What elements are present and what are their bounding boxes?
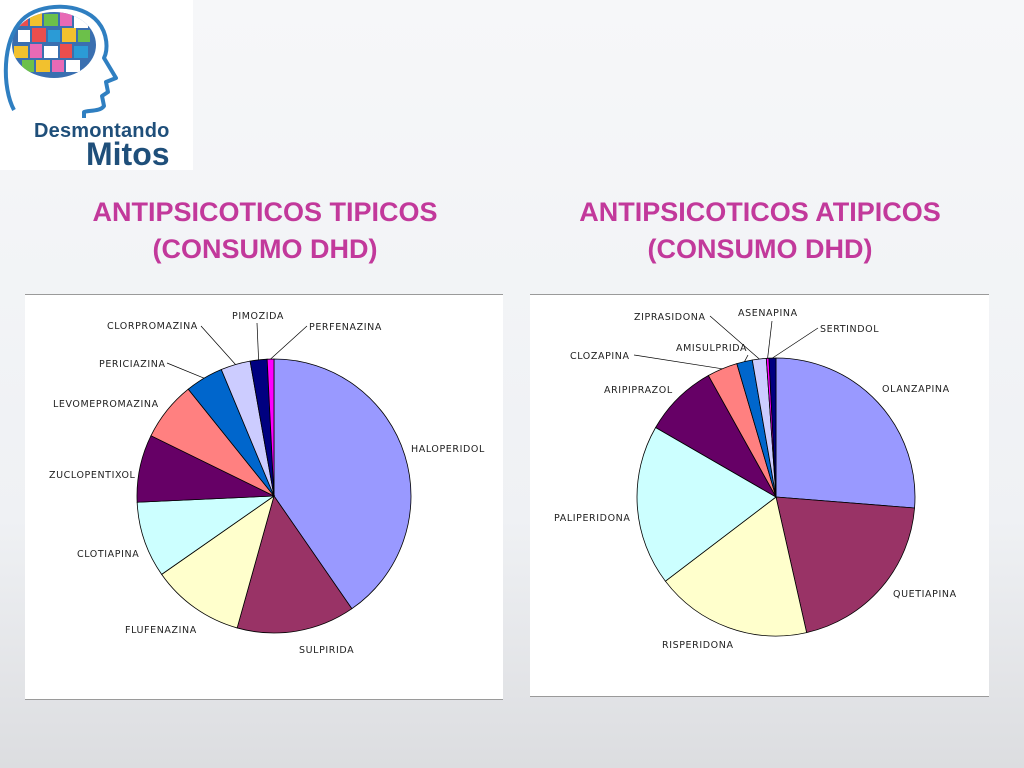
pie-label-olanzapina: OLANZAPINA [882,384,950,395]
logo-text-desmontando: Desmontando [34,120,170,142]
pie-chart-atipicos: OLANZAPINA QUETIAPINA RISPERIDONA PALIPERID… [530,294,989,697]
pie-label-pimozida: PIMOZIDA [232,311,284,322]
leader-line-asenapina [767,320,773,359]
leader-line-clozapina [633,354,723,370]
pie-label-levomepromazina: LEVOMEPROMAZINA [53,399,159,410]
chart-title-tipicos: ANTIPSICOTICOS TIPICOS (CONSUMO DHD) [40,194,490,268]
pie-svg-atipicos: OLANZAPINA QUETIAPINA RISPERIDONA PALIPERID… [554,308,957,651]
leader-line-perfenazina [270,325,308,360]
pie-label-sulpirida: SULPIRIDA [299,645,354,656]
logo-text-mitos: Mitos [86,136,170,172]
pie-slice-paliperidona [636,426,777,582]
pie-slice-olanzapina [775,357,916,509]
pie-chart-tipicos: HALOPERIDOL SULPIRIDA FLUFENAZINA CLOTIAPIN… [25,294,503,700]
pie-label-asenapina: ASENAPINA [738,308,798,319]
pie-label-amisulprida: AMISULPRIDA [676,343,747,354]
chart-title-line2: (CONSUMO DHD) [152,234,378,264]
pie-slice-sertindol [768,357,777,498]
pie-slice-risperidona [664,496,808,637]
leader-line-pimozida [256,322,259,360]
pie-slice-perfenazina [266,358,275,497]
pie-label-paliperidona: PALIPERIDONA [554,513,630,524]
pie-label-clotiapina: CLOTIAPINA [77,549,139,560]
pie-slice-flufenazina [161,495,275,629]
leader-line-ziprasidona [709,315,760,360]
chart-title-line2: (CONSUMO DHD) [647,234,873,264]
chart-title-line1: ANTIPSICOTICOS ATIPICOS [579,197,941,227]
pie-label-perfenazina: PERFENAZINA [309,322,382,333]
chart-title-line1: ANTIPSICOTICOS TIPICOS [92,197,438,227]
pie-label-sertindol: SERTINDOL [820,324,879,335]
leader-line-periciazina [166,362,205,379]
leader-line-sertindol [772,327,819,359]
pie-slice-haloperidol [273,358,412,610]
leader-line-amisulprida [744,354,749,362]
pie-label-quetiapina: QUETIAPINA [893,589,957,600]
logo: Desmontando Mitos [0,0,193,172]
pie-slice-sulpirida [236,495,353,634]
pie-label-periciazina: PERICIAZINA [99,359,166,370]
pie-label-clorpromazina: CLORPROMAZINA [107,321,198,332]
pie-svg-tipicos: HALOPERIDOL SULPIRIDA FLUFENAZINA CLOTIAPIN… [49,311,485,656]
pie-label-ziprasidona: ZIPRASIDONA [634,312,706,323]
pie-label-zuclopentixol: ZUCLOPENTIXOL [49,470,136,481]
head-profile-icon [3,4,118,118]
pie-label-risperidona: RISPERIDONA [662,640,734,651]
pie-label-flufenazina: FLUFENAZINA [125,625,197,636]
pie-label-aripiprazol: ARIPIPRAZOL [604,385,673,396]
leader-line-clorpromazina [200,325,236,365]
chart-title-atipicos: ANTIPSICOTICOS ATIPICOS (CONSUMO DHD) [530,194,990,268]
pie-label-clozapina: CLOZAPINA [570,351,630,362]
pie-slice-quetiapina [775,496,915,634]
pie-label-haloperidol: HALOPERIDOL [411,444,485,455]
